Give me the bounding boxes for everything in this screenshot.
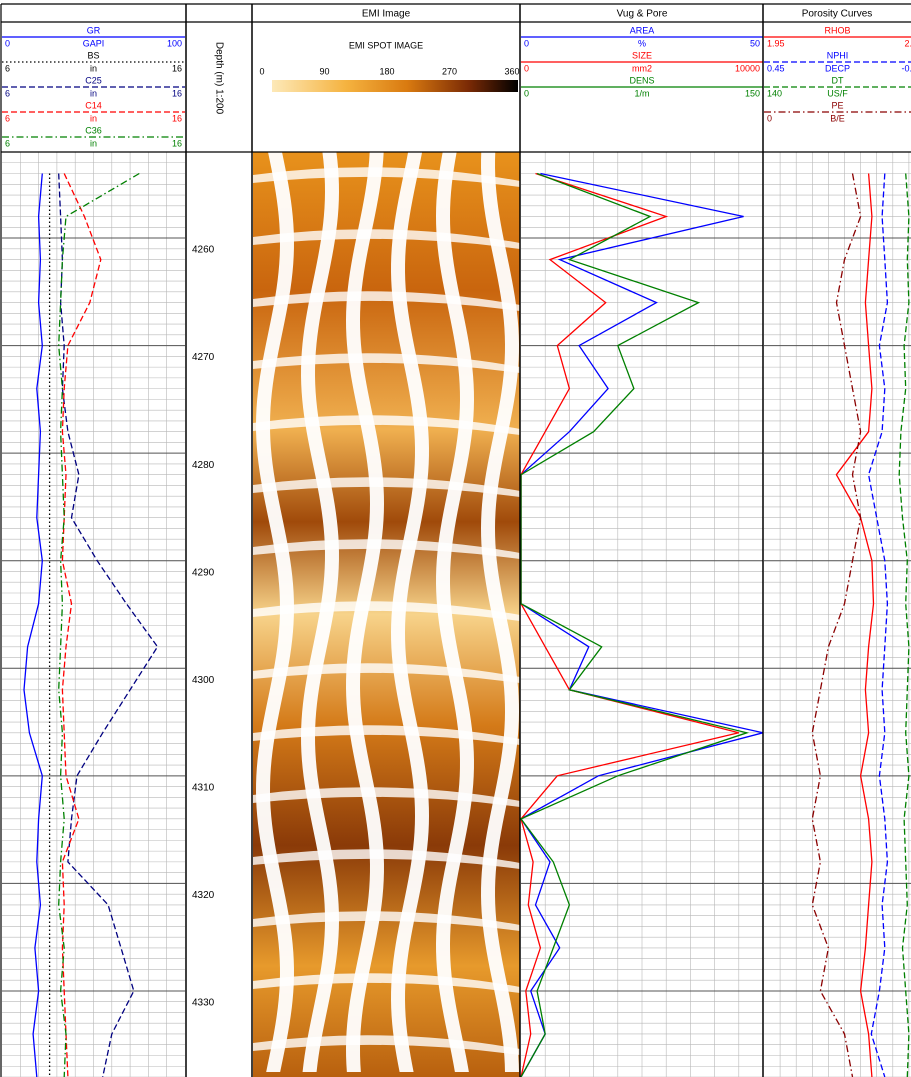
curve-unit: in <box>90 138 97 148</box>
scale-min: 6 <box>5 138 10 148</box>
emi-band <box>301 152 339 1072</box>
scale-min: 6 <box>5 88 10 98</box>
emi-gap <box>253 725 520 745</box>
emi-band <box>256 152 294 1072</box>
scale-min: 0 <box>524 38 529 48</box>
curve-name: NPHI <box>827 50 849 60</box>
emi-gap <box>253 973 520 993</box>
log-curve <box>519 172 750 1077</box>
curve-unit: B/E <box>830 113 845 123</box>
scale-max: 2.95 <box>904 38 911 48</box>
scale-max: 100 <box>167 38 182 48</box>
depth-tick-label: 4280 <box>192 460 215 471</box>
depth-tick-label: 4330 <box>192 998 215 1009</box>
scale-max: 10000 <box>735 63 760 73</box>
scale-max: -0.15 <box>901 63 911 73</box>
emi-gap <box>253 167 520 187</box>
emi-gap <box>253 1035 520 1055</box>
log-curve <box>61 173 102 1077</box>
track-title: EMI Image <box>362 9 411 20</box>
curve-name: GR <box>87 25 101 35</box>
log-curve <box>520 172 764 1077</box>
curve-unit: in <box>90 113 97 123</box>
curve-unit: in <box>90 88 97 98</box>
scale-max: 50 <box>750 38 760 48</box>
scale-max: 16 <box>172 63 182 73</box>
emi-band <box>391 152 429 1072</box>
curve-unit: mm2 <box>632 63 652 73</box>
track-title: Vug & Pore <box>617 9 668 20</box>
scale-max: 16 <box>172 88 182 98</box>
curve-unit: DECP <box>825 63 850 73</box>
curve-name: DT <box>832 75 844 85</box>
colorbar-tick: 360 <box>504 66 519 76</box>
depth-tick-label: 4300 <box>192 675 215 686</box>
colorbar-tick: 180 <box>379 66 394 76</box>
curve-name: RHOB <box>824 25 850 35</box>
depth-tick-label: 4310 <box>192 782 215 793</box>
colorbar <box>272 80 518 92</box>
depth-label: Depth (m) 1:200 <box>213 42 224 115</box>
curve-unit: in <box>90 63 97 73</box>
emi-subtitle: EMI SPOT IMAGE <box>349 40 423 50</box>
curve-unit: % <box>638 38 646 48</box>
depth-tick-label: 4260 <box>192 245 215 256</box>
curve-unit: US/F <box>827 88 848 98</box>
scale-min: 0 <box>767 113 772 123</box>
emi-gap <box>253 353 520 373</box>
depth-tick-label: 4270 <box>192 352 215 363</box>
depth-tick-label: 4290 <box>192 567 215 578</box>
log-curve <box>520 172 739 1077</box>
curve-unit: GAPI <box>83 38 105 48</box>
curve-name: SIZE <box>632 50 652 60</box>
emi-gap <box>253 229 520 249</box>
curve-name: C14 <box>85 100 102 110</box>
log-curve <box>811 173 862 1077</box>
log-curve <box>835 173 875 1077</box>
log-curve <box>58 172 140 1077</box>
emi-gap <box>253 601 520 621</box>
emi-gap <box>253 415 520 435</box>
curve-name: BS <box>87 50 99 60</box>
emi-gap <box>253 787 520 807</box>
emi-gap <box>253 477 520 497</box>
track-title: Porosity Curves <box>802 9 873 20</box>
log-curve <box>58 173 159 1077</box>
emi-band <box>436 152 474 1072</box>
scale-min: 0 <box>524 63 529 73</box>
scale-min: 0 <box>524 88 529 98</box>
colorbar-tick: 90 <box>319 66 329 76</box>
emi-gap <box>253 663 520 683</box>
emi-bands <box>253 152 520 1072</box>
scale-min: 140 <box>767 88 782 98</box>
curve-name: C36 <box>85 125 102 135</box>
emi-gap <box>253 911 520 931</box>
curve-name: PE <box>831 100 843 110</box>
emi-band <box>346 152 384 1072</box>
emi-gap <box>253 539 520 559</box>
scale-min: 0.45 <box>767 63 785 73</box>
scale-min: 1.95 <box>767 38 785 48</box>
emi-gap <box>253 849 520 869</box>
scale-min: 6 <box>5 113 10 123</box>
emi-gap <box>253 291 520 311</box>
curve-unit: 1/m <box>634 88 649 98</box>
depth-tick-label: 4320 <box>192 890 215 901</box>
colorbar-tick: 270 <box>442 66 457 76</box>
curve-name: DENS <box>629 75 654 85</box>
scale-min: 6 <box>5 63 10 73</box>
log-curve <box>23 173 43 1077</box>
curve-name: AREA <box>630 25 655 35</box>
log-curve <box>898 173 910 1077</box>
colorbar-tick: 0 <box>259 66 264 76</box>
scale-max: 16 <box>172 113 182 123</box>
scale-max: 16 <box>172 138 182 148</box>
curve-name: C25 <box>85 75 102 85</box>
scale-max: 150 <box>745 88 760 98</box>
log-curve <box>867 173 889 1077</box>
scale-min: 0 <box>5 38 10 48</box>
